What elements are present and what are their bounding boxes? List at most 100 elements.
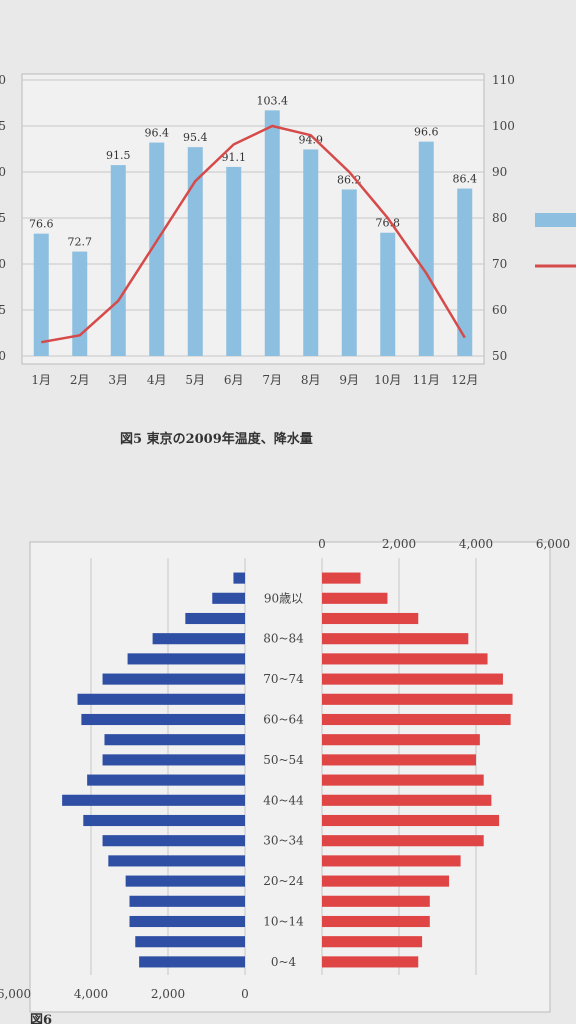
right-bar — [322, 875, 450, 887]
bottom-axis-label: 2,000 — [151, 987, 185, 1001]
right-bar — [322, 855, 461, 867]
bar-data-label: 91.5 — [106, 149, 131, 162]
x-axis-ticks: 1月 2月 3月 4月 5月 6月 7月 8月 9月 10月 11月 12月 — [31, 373, 478, 387]
left-bar — [125, 875, 245, 887]
left-tick-label: 5 — [0, 303, 6, 317]
age-label: 50~54 — [263, 753, 304, 767]
precip-bar — [72, 251, 88, 356]
right-bar — [322, 673, 503, 685]
right-bar — [322, 915, 430, 928]
left-bar — [102, 673, 245, 685]
bar-data-label: 96.4 — [145, 127, 170, 140]
right-bar — [322, 835, 484, 847]
right-bar — [322, 633, 469, 645]
left-bar — [127, 653, 245, 665]
x-tick-label: 4月 — [147, 373, 167, 387]
right-axis: 110 100 90 80 70 60 50 — [492, 73, 515, 363]
bar-data-label: 76.6 — [29, 218, 54, 231]
bottom-axis-label: 6,000 — [0, 987, 31, 1001]
x-tick-label: 8月 — [301, 373, 321, 387]
age-label: 0~4 — [271, 955, 297, 969]
right-bar — [322, 774, 484, 786]
top-axis-label: 2,000 — [382, 537, 416, 551]
right-bar — [322, 693, 513, 705]
population-pyramid: 0 2,000 4,000 6,000 6,000 4,000 2,000 0 0~4 10~… — [0, 537, 570, 1024]
right-bar — [322, 754, 476, 766]
x-tick-label: 7月 — [262, 373, 282, 387]
top-axis-label: 0 — [318, 537, 326, 551]
right-bar — [322, 814, 500, 827]
bar-data-label: 86.4 — [453, 173, 478, 186]
age-labels: 0~4 10~14 20~24 30~34 40~44 50~54 60~64 70~74 80… — [263, 591, 304, 969]
bar-data-label: 95.4 — [183, 131, 208, 144]
precip-bar — [341, 189, 357, 356]
age-label: 70~74 — [263, 672, 304, 686]
right-tick-label: 90 — [492, 165, 507, 179]
precip-bar — [418, 141, 434, 356]
x-tick-label: 1月 — [31, 373, 51, 387]
left-bar — [102, 835, 245, 847]
left-bar — [81, 713, 245, 726]
bar-data-labels: 76.672.791.596.4 95.491.1103.494.986.276.… — [29, 94, 477, 248]
bar-data-label: 96.6 — [414, 126, 439, 139]
right-bar — [322, 956, 419, 968]
top-axis: 0 2,000 4,000 6,000 — [318, 537, 570, 551]
left-tick-label: 20 — [0, 165, 6, 179]
bar-data-label: 72.7 — [68, 236, 93, 249]
x-tick-label: 3月 — [108, 373, 128, 387]
x-tick-label: 11月 — [413, 373, 440, 387]
right-bar — [322, 895, 430, 907]
precip-bars — [33, 110, 473, 356]
right-tick-label: 80 — [492, 211, 507, 225]
precip-bar — [264, 110, 280, 356]
temperature-line — [41, 124, 466, 344]
right-bar — [322, 592, 388, 604]
right-tick-label: 50 — [492, 349, 507, 363]
right-tick-label: 100 — [492, 119, 515, 133]
top-axis-label: 6,000 — [536, 537, 570, 551]
precip-bar — [303, 149, 319, 356]
right-bar — [322, 713, 511, 726]
left-bar — [135, 936, 245, 948]
bar-data-label: 91.1 — [222, 151, 247, 164]
bar-data-label: 94.9 — [299, 133, 324, 146]
top-axis-label: 4,000 — [459, 537, 493, 551]
left-bar — [104, 734, 245, 746]
x-tick-label: 10月 — [374, 373, 401, 387]
x-tick-label: 6月 — [224, 373, 244, 387]
age-label: 20~24 — [263, 874, 304, 888]
age-label: 30~34 — [263, 834, 304, 848]
left-tick-label: 30 — [0, 73, 6, 87]
x-tick-label: 9月 — [339, 373, 359, 387]
x-tick-label: 5月 — [185, 373, 205, 387]
left-tick-label: 15 — [0, 211, 6, 225]
precip-bar — [33, 233, 49, 356]
left-bar — [129, 895, 245, 907]
right-bar — [322, 612, 419, 625]
legend-swatch-bar — [535, 213, 576, 227]
bottom-axis-label: 0 — [241, 987, 249, 1001]
bottom-axis-label: 4,000 — [74, 987, 108, 1001]
left-bars — [62, 572, 246, 968]
left-bar — [129, 915, 245, 928]
right-tick-label: 60 — [492, 303, 507, 317]
left-bar — [212, 592, 245, 604]
precip-bar — [226, 166, 242, 356]
right-tick-label: 110 — [492, 73, 515, 87]
left-bar — [83, 814, 245, 827]
left-axis: 30 25 20 15 10 5 0 — [0, 73, 6, 363]
precip-bar — [149, 142, 165, 356]
legend — [535, 213, 576, 268]
right-tick-label: 70 — [492, 257, 507, 271]
left-bar — [139, 956, 245, 968]
grid — [22, 79, 484, 357]
left-bar — [62, 794, 245, 806]
left-tick-label: 0 — [0, 349, 6, 363]
age-label: 10~14 — [263, 915, 304, 929]
right-bar — [322, 653, 488, 665]
figure-caption-6: 図6 — [30, 1013, 52, 1024]
figure-caption-5: 図5 東京の2009年温度、降水量 — [120, 431, 313, 447]
right-bar — [322, 572, 361, 584]
